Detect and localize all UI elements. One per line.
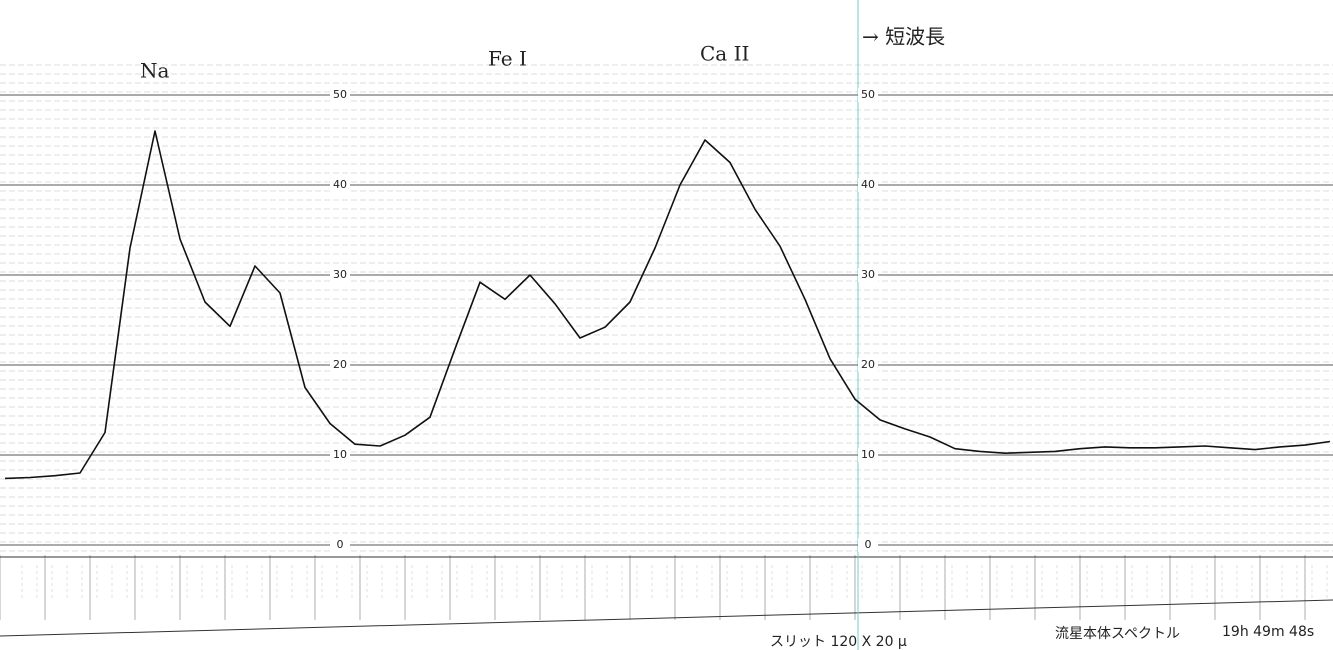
- annotation: 19h 49m 48s: [1222, 624, 1314, 640]
- annotation: → 短波長: [862, 25, 945, 49]
- y-tick-label: 50: [861, 88, 875, 101]
- annotation: 流星本体スペクトル: [1055, 626, 1180, 642]
- y-tick-label: 30: [861, 268, 875, 281]
- annotation: Fe I: [488, 47, 527, 71]
- y-tick-label: 0: [337, 538, 344, 551]
- recorder-paper: [0, 65, 1333, 636]
- y-tick-label: 40: [333, 178, 347, 191]
- y-tick-label: 20: [861, 358, 875, 371]
- y-tick-label: 20: [333, 358, 347, 371]
- y-tick-label: 10: [861, 448, 875, 461]
- y-tick-label: 0: [865, 538, 872, 551]
- annotation: Na: [140, 59, 170, 83]
- y-tick-label: 50: [333, 88, 347, 101]
- annotation: スリット 120 X 20 μ: [770, 634, 907, 650]
- y-tick-label: 10: [333, 448, 347, 461]
- spectrum-line: [5, 131, 1330, 478]
- y-tick-label: 40: [861, 178, 875, 191]
- chart: Na Fe I Ca II → 短波長 スリット 120 X 20 μ 流星本体…: [0, 0, 1333, 650]
- page: Na Fe I Ca II → 短波長 スリット 120 X 20 μ 流星本体…: [0, 0, 1333, 650]
- annotation: Ca II: [700, 42, 749, 66]
- y-tick-label: 30: [333, 268, 347, 281]
